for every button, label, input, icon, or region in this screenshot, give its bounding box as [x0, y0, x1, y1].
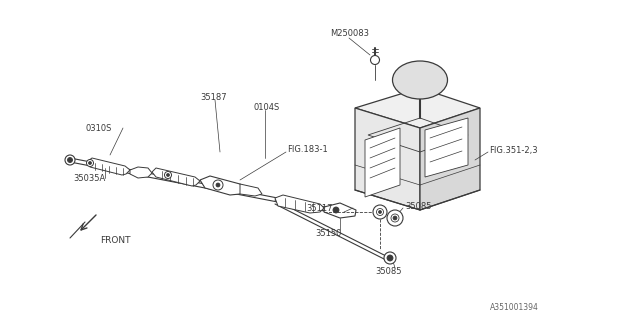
Text: FIG.183-1: FIG.183-1	[287, 145, 328, 154]
Polygon shape	[420, 108, 480, 210]
Circle shape	[213, 180, 223, 190]
Circle shape	[393, 216, 397, 220]
Polygon shape	[365, 128, 400, 197]
Text: FIG.351-2,3: FIG.351-2,3	[489, 146, 538, 155]
Circle shape	[387, 255, 393, 261]
Circle shape	[86, 159, 93, 166]
Circle shape	[88, 162, 92, 164]
Polygon shape	[425, 118, 468, 177]
Polygon shape	[355, 108, 420, 210]
Circle shape	[391, 214, 399, 222]
Circle shape	[378, 211, 381, 213]
Text: 0310S: 0310S	[86, 124, 113, 132]
Circle shape	[387, 210, 403, 226]
Text: 35085: 35085	[405, 202, 431, 211]
Text: A351001394: A351001394	[490, 303, 539, 313]
Polygon shape	[152, 168, 200, 186]
Polygon shape	[355, 88, 480, 128]
Text: 35187: 35187	[200, 92, 227, 101]
Ellipse shape	[392, 61, 447, 99]
Text: 0104S: 0104S	[253, 102, 279, 111]
Circle shape	[384, 252, 396, 264]
Polygon shape	[200, 176, 244, 195]
Circle shape	[164, 172, 172, 179]
Circle shape	[216, 183, 220, 187]
Text: 35085: 35085	[375, 268, 401, 276]
Polygon shape	[130, 167, 152, 178]
Circle shape	[376, 209, 383, 215]
Polygon shape	[88, 158, 130, 175]
Polygon shape	[240, 184, 262, 196]
Text: 35150: 35150	[315, 228, 341, 237]
Text: 35117: 35117	[307, 204, 333, 212]
Circle shape	[65, 155, 75, 165]
Circle shape	[333, 207, 339, 213]
Circle shape	[166, 173, 170, 177]
Circle shape	[67, 157, 72, 163]
Text: FRONT: FRONT	[100, 236, 131, 244]
Text: 35035A: 35035A	[73, 173, 105, 182]
Polygon shape	[324, 203, 356, 218]
Text: M250083: M250083	[330, 28, 369, 37]
Circle shape	[371, 55, 380, 65]
Circle shape	[373, 205, 387, 219]
Polygon shape	[275, 195, 324, 213]
